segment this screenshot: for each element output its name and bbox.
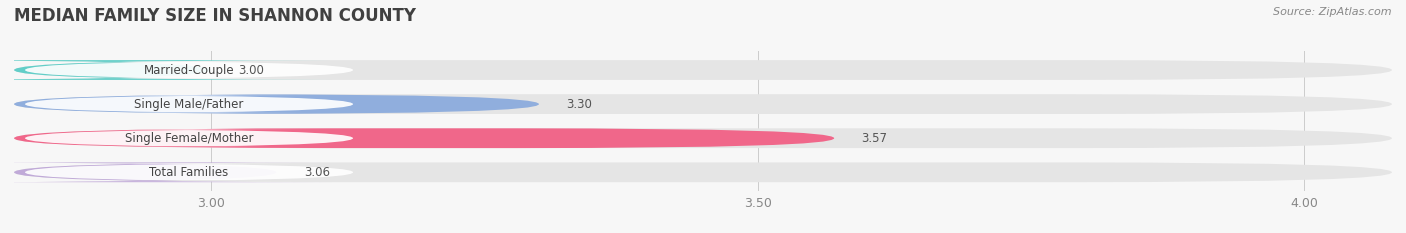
FancyBboxPatch shape (14, 60, 1392, 80)
FancyBboxPatch shape (25, 95, 353, 113)
FancyBboxPatch shape (14, 128, 834, 148)
FancyBboxPatch shape (14, 128, 1392, 148)
Text: Single Female/Mother: Single Female/Mother (125, 132, 253, 145)
FancyBboxPatch shape (0, 60, 332, 80)
Text: 3.57: 3.57 (862, 132, 887, 145)
Text: Source: ZipAtlas.com: Source: ZipAtlas.com (1274, 7, 1392, 17)
Text: 3.30: 3.30 (567, 98, 592, 111)
Text: Total Families: Total Families (149, 166, 229, 179)
FancyBboxPatch shape (25, 129, 353, 147)
Text: Single Male/Father: Single Male/Father (135, 98, 243, 111)
FancyBboxPatch shape (14, 94, 1392, 114)
Text: Married-Couple: Married-Couple (143, 64, 235, 76)
Text: 3.06: 3.06 (304, 166, 330, 179)
Text: MEDIAN FAMILY SIZE IN SHANNON COUNTY: MEDIAN FAMILY SIZE IN SHANNON COUNTY (14, 7, 416, 25)
Text: 3.00: 3.00 (238, 64, 264, 76)
FancyBboxPatch shape (0, 162, 332, 182)
FancyBboxPatch shape (25, 61, 353, 79)
FancyBboxPatch shape (14, 94, 538, 114)
FancyBboxPatch shape (25, 163, 353, 181)
FancyBboxPatch shape (14, 162, 1392, 182)
